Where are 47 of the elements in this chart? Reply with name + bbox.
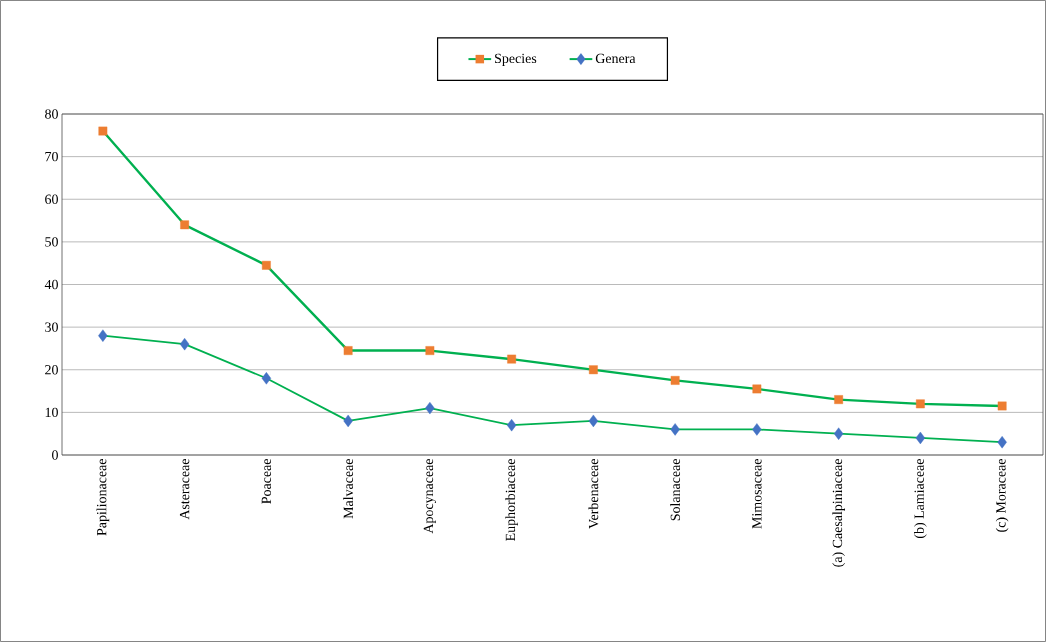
x-tick-label: (a) Caesalpiniaceae xyxy=(832,459,845,567)
point xyxy=(589,365,598,375)
point xyxy=(507,354,517,364)
legend-label: Species xyxy=(495,53,537,66)
point xyxy=(997,401,1007,411)
point xyxy=(506,418,517,432)
point xyxy=(98,126,108,136)
y-tick-label: 40 xyxy=(44,279,58,290)
x-tick-label: Euphorbiaceae xyxy=(505,459,518,541)
x-tick-label: Solanaceae xyxy=(670,459,681,521)
point xyxy=(425,346,435,355)
y-tick-label: 60 xyxy=(45,194,58,204)
y-tick-label: 10 xyxy=(45,407,58,418)
point xyxy=(670,376,680,385)
y-tick-label: 70 xyxy=(45,151,58,162)
point xyxy=(916,399,925,409)
x-tick-label: (b) Lamiaceae xyxy=(914,459,927,539)
y-tick-label: 30 xyxy=(45,322,58,332)
point xyxy=(343,346,353,355)
point xyxy=(588,414,599,428)
x-tick-label: Papilionaceae xyxy=(96,458,110,536)
point xyxy=(425,401,435,415)
x-tick-label: Mimosaceae xyxy=(752,459,762,529)
point xyxy=(997,436,1007,449)
point xyxy=(752,384,762,394)
point xyxy=(670,423,680,436)
point xyxy=(915,431,926,445)
point xyxy=(261,372,272,385)
y-tick-label: 20 xyxy=(45,365,58,375)
y-tick-label: 80 xyxy=(45,109,58,119)
y-tick-label: 50 xyxy=(45,237,58,247)
point xyxy=(180,220,190,230)
point xyxy=(833,427,844,440)
y-tick-label: 0 xyxy=(52,450,58,460)
x-tick-label: Verbenaceae xyxy=(588,458,599,529)
point xyxy=(262,260,271,270)
x-tick-label: Malvaceae xyxy=(343,459,354,519)
point xyxy=(343,414,353,428)
point xyxy=(752,423,762,436)
x-tick-label: (c) Moraceae xyxy=(995,459,1009,532)
x-tick-label: Asteraceae xyxy=(179,459,190,520)
point xyxy=(179,338,190,351)
x-tick-label: Poaceae xyxy=(261,459,272,504)
x-tick-label: Apocynaceae xyxy=(423,459,436,534)
point xyxy=(98,329,108,342)
point xyxy=(834,395,844,404)
legend-label: Genera xyxy=(595,53,636,64)
